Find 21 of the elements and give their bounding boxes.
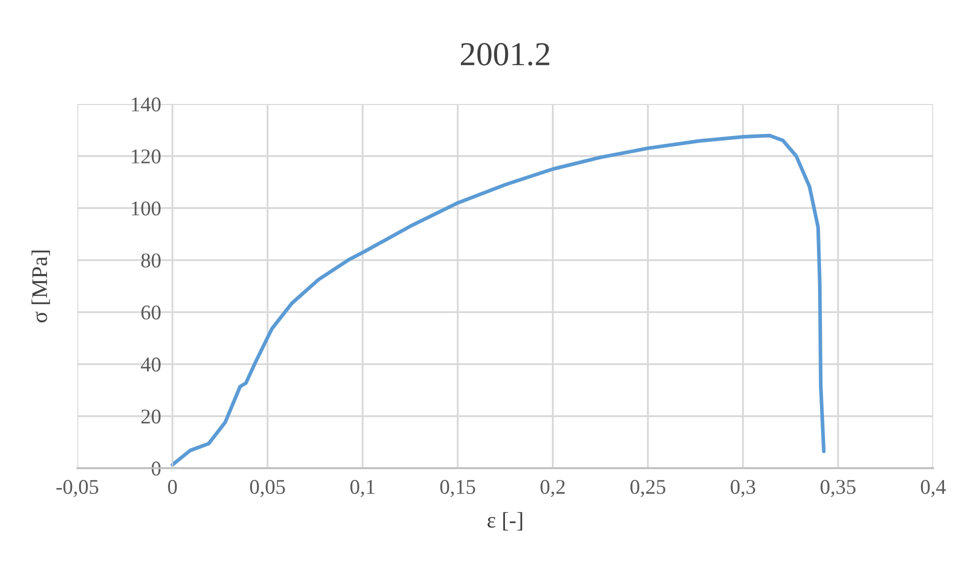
x-tick-label: 0,4 xyxy=(920,480,946,497)
x-tick-label: 0 xyxy=(168,480,177,494)
y-tick-label: 140 xyxy=(132,97,161,112)
chart-title: 2001.2 xyxy=(460,42,550,66)
x-axis-title: ε [-] xyxy=(488,512,522,530)
x-tick-label: 0,3 xyxy=(730,480,756,497)
x-tick-label: -0,05 xyxy=(56,480,98,497)
y-tick-label: 100 xyxy=(132,201,161,216)
y-axis-title: σ [MPa] xyxy=(32,250,50,322)
y-tick-label: 60 xyxy=(141,305,161,320)
y-tick-label: 40 xyxy=(140,358,161,372)
x-tick-label: 0,1 xyxy=(350,480,374,497)
y-tick-label: 80 xyxy=(141,253,161,268)
x-tick-label: 0,2 xyxy=(540,480,565,497)
y-tick-label: 20 xyxy=(141,410,161,424)
x-tick-label: 0,05 xyxy=(250,480,285,497)
x-tick-label: 0,35 xyxy=(820,480,856,497)
y-tick-label: 120 xyxy=(132,149,161,164)
x-tick-label: 0,15 xyxy=(440,480,476,497)
line-series xyxy=(170,134,826,467)
x-tick-label: 0,25 xyxy=(630,480,666,497)
